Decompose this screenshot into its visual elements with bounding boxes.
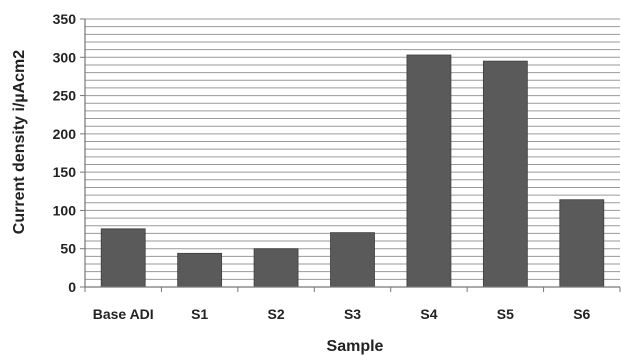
axes [80, 18, 621, 292]
x-tick-label: S2 [268, 306, 285, 322]
y-tick-label: 150 [53, 164, 77, 180]
bar-s4 [406, 54, 452, 288]
y-tick-label: 0 [68, 279, 76, 295]
bar-s6 [559, 199, 605, 288]
bar-s3 [330, 232, 375, 288]
y-tick-label: 250 [53, 88, 77, 104]
y-tick-label: 50 [60, 241, 76, 257]
bar-base-adi [100, 228, 146, 288]
x-tick-label: S5 [497, 306, 514, 322]
bar-s2 [253, 248, 299, 288]
y-tick-label: 100 [53, 202, 77, 218]
y-tick-labels: 0 50 100 150 200 250 300 350 [53, 11, 77, 295]
x-tick-labels: Base ADI S1 S2 S3 S4 S5 S6 [93, 306, 591, 322]
y-tick-label: 300 [53, 49, 77, 65]
x-axis-title: Sample [327, 338, 384, 355]
y-tick-label: 350 [53, 11, 77, 27]
gridlines [85, 18, 620, 280]
y-tick-label: 200 [53, 126, 77, 142]
x-tick-label: S4 [420, 306, 437, 322]
x-tick-label: Base ADI [93, 306, 154, 322]
x-tick-label: S1 [191, 306, 208, 322]
y-axis-title: Current density i/µAcm2 [11, 50, 28, 234]
x-tick-label: S6 [573, 306, 590, 322]
x-tick-label: S3 [344, 306, 361, 322]
bars [100, 54, 605, 288]
bar-s5 [482, 60, 528, 288]
bar-s1 [177, 252, 223, 288]
